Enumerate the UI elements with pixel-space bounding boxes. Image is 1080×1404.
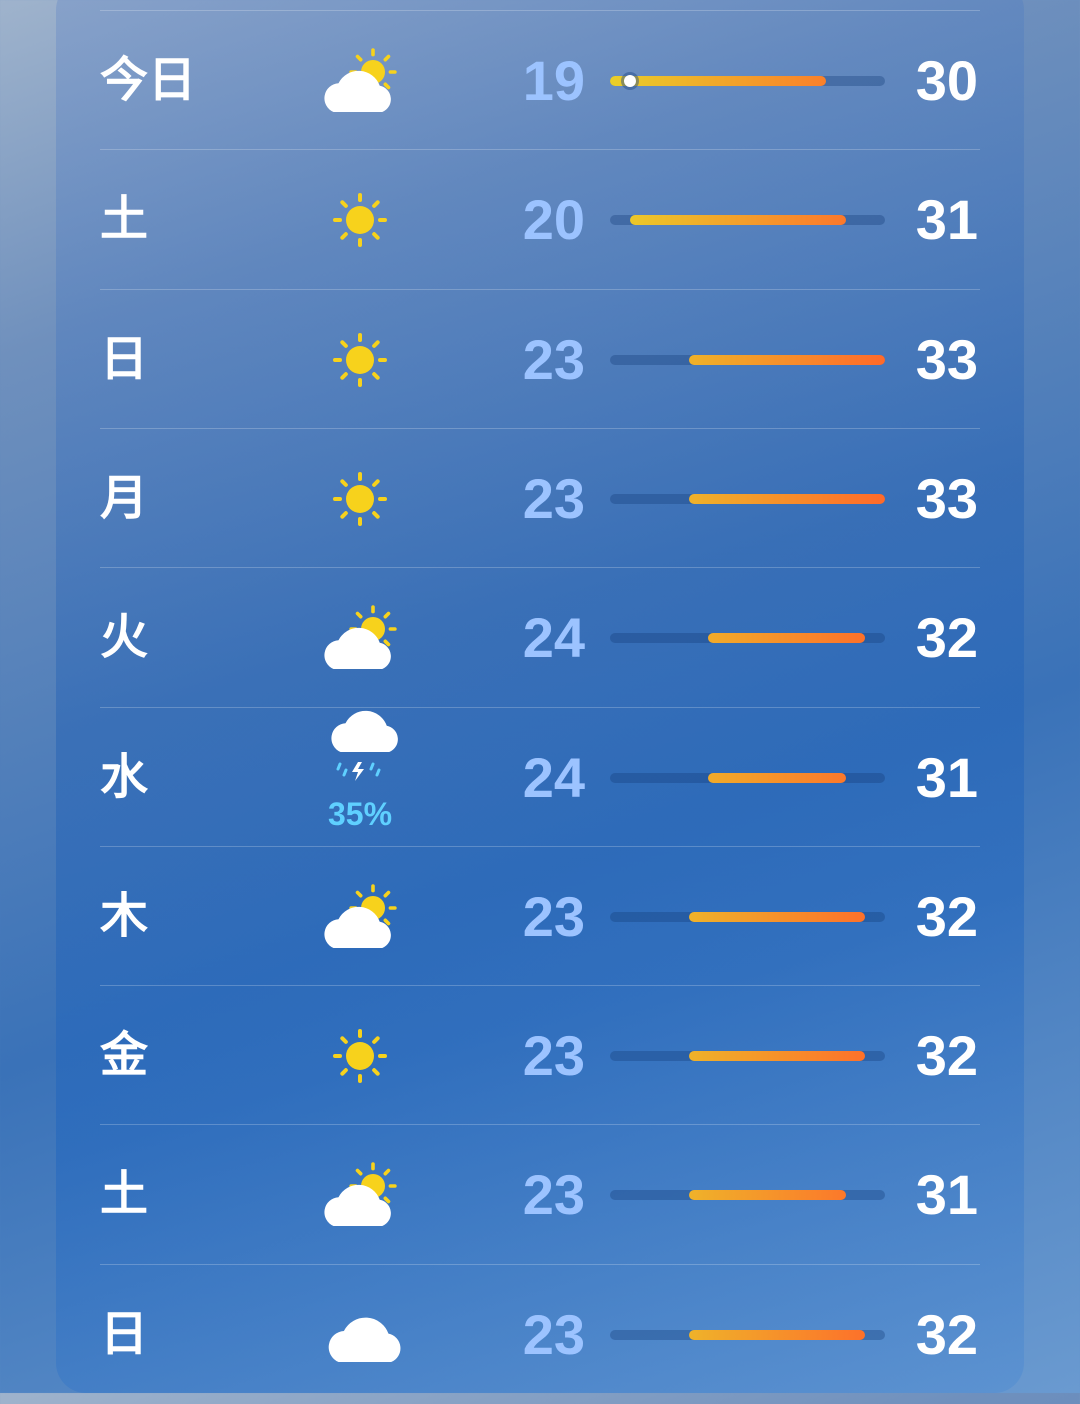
- temp-range-bar: [688, 1051, 866, 1062]
- partly-cloudy-icon: [315, 603, 405, 673]
- temp-range-track: [610, 633, 885, 644]
- temp-range-bar: [708, 772, 846, 783]
- precipitation-chance: 35%: [327, 795, 393, 832]
- high-temp: 32: [915, 606, 978, 670]
- day-label: 土: [100, 193, 149, 247]
- temp-range-bar: [629, 215, 846, 226]
- day-label: 水: [100, 750, 149, 804]
- temp-range-track: [610, 1190, 885, 1201]
- low-temp: 23: [522, 1302, 585, 1366]
- high-temp: 32: [915, 1024, 978, 1088]
- current-temp-indicator: [623, 75, 636, 87]
- low-temp: 23: [522, 1163, 585, 1227]
- day-label: 火: [100, 611, 149, 665]
- forecast-row[interactable]: 今日 19 30: [100, 10, 980, 150]
- high-temp: 32: [915, 1302, 978, 1366]
- low-temp: 19: [522, 49, 585, 112]
- temp-range-bar: [610, 76, 827, 86]
- cloud-icon: [315, 1300, 405, 1370]
- low-temp: 23: [522, 327, 585, 391]
- ten-day-forecast-card: [56, 0, 1024, 1393]
- thunderstorm-icon: [315, 710, 405, 790]
- forecast-row[interactable]: 土 20 31: [100, 149, 980, 289]
- temp-range-bar: [688, 493, 885, 504]
- low-temp: 23: [522, 1024, 585, 1088]
- day-label: 土: [100, 1168, 149, 1222]
- temp-range-track: [610, 1329, 885, 1340]
- forecast-row[interactable]: 木 23 32: [100, 845, 980, 986]
- high-temp: 31: [915, 1163, 978, 1227]
- temp-range-track: [610, 911, 885, 922]
- forecast-row[interactable]: 日 23 32: [100, 1263, 980, 1404]
- temp-range-track: [610, 1051, 885, 1062]
- temp-range-bar: [688, 1329, 866, 1340]
- forecast-row[interactable]: 月 23 33: [100, 427, 980, 568]
- forecast-row[interactable]: 火 24 32: [100, 567, 980, 707]
- high-temp: 32: [915, 884, 978, 948]
- low-temp: 24: [522, 606, 585, 670]
- day-label: 日: [100, 1307, 149, 1361]
- temp-range-bar: [708, 633, 866, 644]
- high-temp: 31: [915, 188, 978, 252]
- day-label: 今日: [100, 54, 197, 107]
- sun-icon: [315, 1021, 405, 1091]
- day-label: 木: [100, 889, 149, 943]
- partly-cloudy-icon: [315, 882, 405, 952]
- day-label: 月: [100, 471, 149, 525]
- partly-cloudy-icon: [315, 1160, 405, 1230]
- temp-range-track: [610, 215, 885, 226]
- high-temp: 33: [915, 466, 978, 530]
- temp-range-track: [610, 772, 885, 783]
- forecast-row[interactable]: 水 35% 24 31: [100, 706, 980, 847]
- forecast-row[interactable]: 金 23 32: [100, 985, 980, 1125]
- forecast-row[interactable]: 土 23 31: [100, 1124, 980, 1264]
- high-temp: 33: [915, 327, 978, 391]
- sun-icon: [315, 325, 405, 395]
- temp-range-bar: [688, 911, 866, 922]
- forecast-row[interactable]: 日 23 33: [100, 288, 980, 429]
- temp-range-bar: [688, 354, 885, 365]
- high-temp: 31: [915, 745, 978, 809]
- high-temp: 30: [915, 49, 978, 112]
- partly-cloudy-icon: [315, 46, 405, 116]
- low-temp: 20: [522, 188, 585, 252]
- low-temp: 24: [522, 745, 585, 809]
- temp-range-track: [610, 493, 885, 504]
- temp-range-track: [610, 75, 885, 87]
- sun-icon: [315, 185, 405, 255]
- day-label: 金: [100, 1029, 149, 1083]
- low-temp: 23: [522, 884, 585, 948]
- temp-range-bar: [688, 1190, 846, 1201]
- day-label: 日: [100, 332, 149, 386]
- sun-icon: [315, 464, 405, 534]
- low-temp: 23: [522, 466, 585, 530]
- temp-range-track: [610, 354, 885, 365]
